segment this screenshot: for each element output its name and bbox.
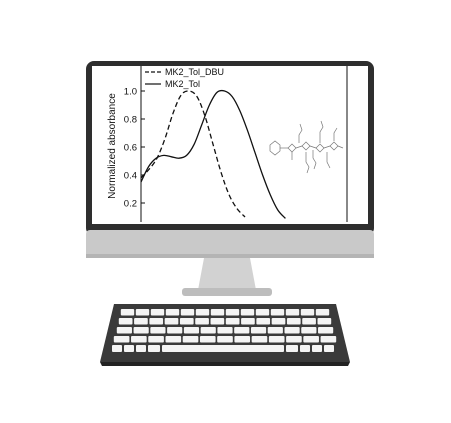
keyboard-key — [210, 318, 225, 325]
keyboard-key — [234, 336, 251, 343]
keyboard-key — [131, 336, 147, 343]
keyboard-key — [312, 345, 322, 352]
keyboard-key — [300, 309, 315, 316]
keyboard-key — [195, 309, 210, 316]
legend-label-series-1: MK2_Tol_DBU — [165, 67, 224, 77]
keyboard-key — [167, 327, 183, 334]
keyboard-key — [200, 327, 216, 334]
keyboard-key — [199, 336, 216, 343]
keyboard-key — [182, 336, 199, 343]
keyboard-key — [149, 318, 164, 325]
keyboard-key — [133, 327, 149, 334]
keyboard-key — [300, 345, 310, 352]
keyboard-key — [251, 336, 268, 343]
keyboard-key — [179, 318, 194, 325]
molecule-structure-image — [269, 120, 344, 174]
keyboard-key — [320, 336, 337, 343]
keyboard-key — [164, 318, 179, 325]
keyboard-key — [112, 345, 122, 352]
keyboard-key — [315, 309, 330, 316]
keyboard-key — [324, 345, 334, 352]
keyboard-key — [116, 327, 132, 334]
y-axis-label: Normalized absorbance — [107, 93, 118, 199]
keyboard-key — [286, 336, 302, 343]
keyboard-key — [284, 327, 300, 334]
keyboard-key — [302, 318, 316, 325]
keyboard-key — [234, 327, 250, 334]
keyboard-key — [256, 318, 271, 325]
chart: Normalized absorbance 1.0 0.8 0.6 0.4 0.2 MK… — [107, 66, 348, 222]
series-line-2 — [140, 89, 286, 219]
keyboard-key — [136, 345, 146, 352]
y-tick-label: 1.0 — [124, 87, 137, 98]
keyboard-key — [124, 345, 134, 352]
y-tick-label: 0.8 — [124, 115, 137, 126]
keyboard-key — [120, 309, 135, 316]
keyboard-key — [255, 309, 270, 316]
keyboard-key — [217, 336, 233, 343]
keyboard-key — [267, 327, 283, 334]
monitor-stand — [198, 258, 256, 290]
keyboard-key — [148, 336, 164, 343]
keyboard-key — [318, 327, 334, 334]
keyboard-key — [317, 318, 332, 325]
keyboard-key — [134, 318, 148, 325]
keyboard-key — [165, 309, 180, 316]
keyboard-key — [240, 309, 255, 316]
keyboard-key — [195, 318, 209, 325]
y-ticks: 1.0 0.8 0.6 0.4 0.2 — [124, 87, 145, 210]
keyboard-key — [148, 345, 160, 352]
keyboard — [100, 304, 350, 366]
keyboard-key — [225, 309, 240, 316]
y-tick-label: 0.4 — [124, 171, 137, 182]
y-tick-label: 0.2 — [124, 199, 137, 210]
keyboard-key — [268, 336, 285, 343]
keyboard-base-edge — [100, 362, 350, 366]
keyboard-key — [270, 309, 285, 316]
keyboard-key — [241, 318, 255, 325]
stand-base — [182, 288, 272, 296]
legend: MK2_Tol_DBU MK2_Tol — [145, 67, 224, 89]
legend-label-series-2: MK2_Tol — [165, 79, 200, 89]
keyboard-key — [285, 309, 300, 316]
series-layer — [140, 89, 286, 219]
keyboard-key — [271, 318, 286, 325]
keyboard-key — [135, 309, 150, 316]
keyboard-key — [225, 318, 240, 325]
keyboard-key — [165, 336, 182, 343]
keyboard-key — [250, 327, 267, 334]
keyboard-key — [150, 327, 166, 334]
keyboard-keys — [112, 309, 337, 352]
keyboard-spacebar — [162, 345, 284, 352]
keyboard-key — [303, 336, 319, 343]
monitor-chin-shadow — [86, 254, 374, 258]
keyboard-key — [183, 327, 200, 334]
keyboard-key — [210, 309, 225, 316]
keyboard-key — [180, 309, 195, 316]
y-tick-label: 0.6 — [124, 143, 137, 154]
keyboard-key — [217, 327, 233, 334]
keyboard-key — [150, 309, 165, 316]
keyboard-key — [301, 327, 317, 334]
keyboard-key — [286, 318, 301, 325]
keyboard-key — [118, 318, 133, 325]
keyboard-key — [286, 345, 298, 352]
keyboard-key — [113, 336, 130, 343]
monitor-chin — [86, 230, 374, 258]
